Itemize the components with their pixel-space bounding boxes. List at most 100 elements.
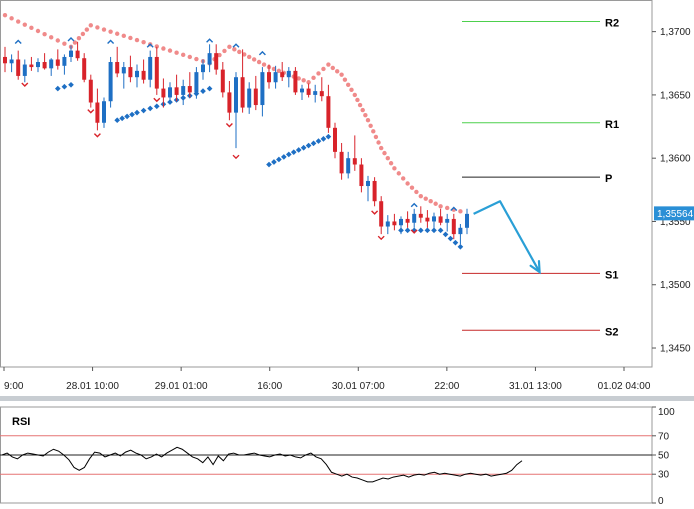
candle — [267, 64, 271, 89]
sar-dot-above — [311, 75, 316, 81]
candle — [9, 54, 14, 73]
candle-body — [22, 64, 27, 76]
candle — [88, 74, 93, 108]
candle — [352, 135, 357, 171]
sar-dot-above — [134, 37, 140, 43]
current-price-label: 1,35564 — [657, 209, 694, 220]
sar-dot-above — [428, 199, 433, 204]
candle — [148, 50, 153, 88]
sar-dot-above — [306, 80, 311, 85]
fractal-up-icon — [206, 38, 214, 43]
candle — [300, 84, 304, 100]
fractals — [14, 36, 458, 241]
forecast-arrowhead-icon — [529, 260, 541, 275]
sar-dot-above — [433, 201, 438, 206]
sar-dot-below — [129, 111, 135, 118]
price-tick-label: 1,3450 — [660, 344, 691, 355]
pivot-label-r2: R2 — [605, 18, 619, 30]
candle-body — [465, 213, 469, 228]
sar-dot-below — [271, 159, 277, 165]
candle — [82, 53, 87, 83]
candle — [326, 84, 331, 133]
candle — [445, 213, 450, 232]
candle-body — [379, 201, 384, 227]
sar-dot-above — [154, 44, 159, 49]
candle — [372, 177, 377, 207]
candle-body — [168, 87, 172, 98]
candle — [247, 82, 252, 114]
fractal-up-icon — [67, 36, 75, 42]
candle-body — [359, 164, 364, 187]
candle-body — [181, 86, 186, 95]
fractal-down-icon — [410, 229, 418, 234]
candle — [3, 46, 7, 73]
candle-body — [451, 218, 456, 235]
candle-body — [115, 62, 120, 74]
candle-body — [102, 101, 106, 123]
sar-dot-below — [200, 88, 206, 94]
fractal-up-icon — [450, 206, 458, 212]
sar-dot-above — [222, 48, 227, 54]
candle — [16, 50, 21, 80]
candle — [42, 53, 47, 70]
sar-dot-below — [140, 107, 147, 114]
sar-dot-above — [55, 38, 60, 43]
sar-dot-above — [9, 16, 14, 21]
candle — [128, 55, 133, 83]
candle-body — [29, 64, 34, 68]
candle-body — [458, 227, 463, 235]
panel-separator — [0, 396, 694, 401]
sar-dot-above — [401, 176, 406, 181]
candle-body — [385, 221, 390, 227]
candle-body — [174, 87, 179, 95]
candle-body — [399, 218, 403, 226]
sar-dot-above — [335, 69, 340, 74]
forecast-arrow — [473, 200, 541, 275]
sar-dot-above — [232, 47, 237, 52]
sar-dot-above — [217, 52, 222, 58]
candle-body — [201, 64, 205, 73]
candle — [359, 158, 364, 193]
rsi-panel: 100 70 50 30 0 RSI — [0, 406, 675, 507]
candlesticks — [3, 41, 469, 245]
candle-body — [161, 88, 166, 98]
sar-dot-below — [276, 156, 282, 163]
fractal-down-icon — [232, 154, 240, 160]
sar-dot-above — [141, 39, 146, 45]
sar-dot-above — [321, 66, 326, 72]
sar-dot-below — [424, 227, 431, 234]
sar-dot-above — [72, 40, 78, 45]
candle — [339, 143, 344, 180]
candle — [214, 44, 219, 75]
sar-dot-above — [237, 49, 242, 55]
candle-body — [128, 67, 133, 78]
sar-dot-below — [442, 231, 449, 238]
candle-body — [69, 50, 73, 57]
sar-dot-below — [305, 142, 312, 149]
sar-dot-above — [296, 76, 301, 81]
sar-dot-above — [271, 66, 277, 72]
candle-body — [372, 180, 377, 202]
sar-dot-above — [339, 72, 344, 77]
candle — [333, 122, 337, 159]
candle-body — [432, 216, 436, 222]
candle-body — [154, 56, 159, 89]
candle — [293, 67, 298, 95]
forecast-arrow-line — [473, 200, 541, 273]
sar-dot-above — [187, 54, 192, 60]
candle — [102, 97, 106, 128]
sar-dot-above — [88, 23, 94, 28]
candle-body — [346, 158, 351, 174]
rsi-title: RSI — [12, 416, 30, 428]
fractal-up-icon — [14, 39, 22, 44]
candle-body — [300, 88, 304, 93]
candle — [29, 56, 34, 71]
candle — [181, 79, 186, 106]
candle — [95, 88, 100, 131]
candle-body — [418, 213, 423, 218]
fractal-down-icon — [377, 235, 385, 241]
candle — [135, 64, 139, 88]
sar-dot-above — [276, 68, 282, 74]
candle-body — [273, 72, 278, 83]
